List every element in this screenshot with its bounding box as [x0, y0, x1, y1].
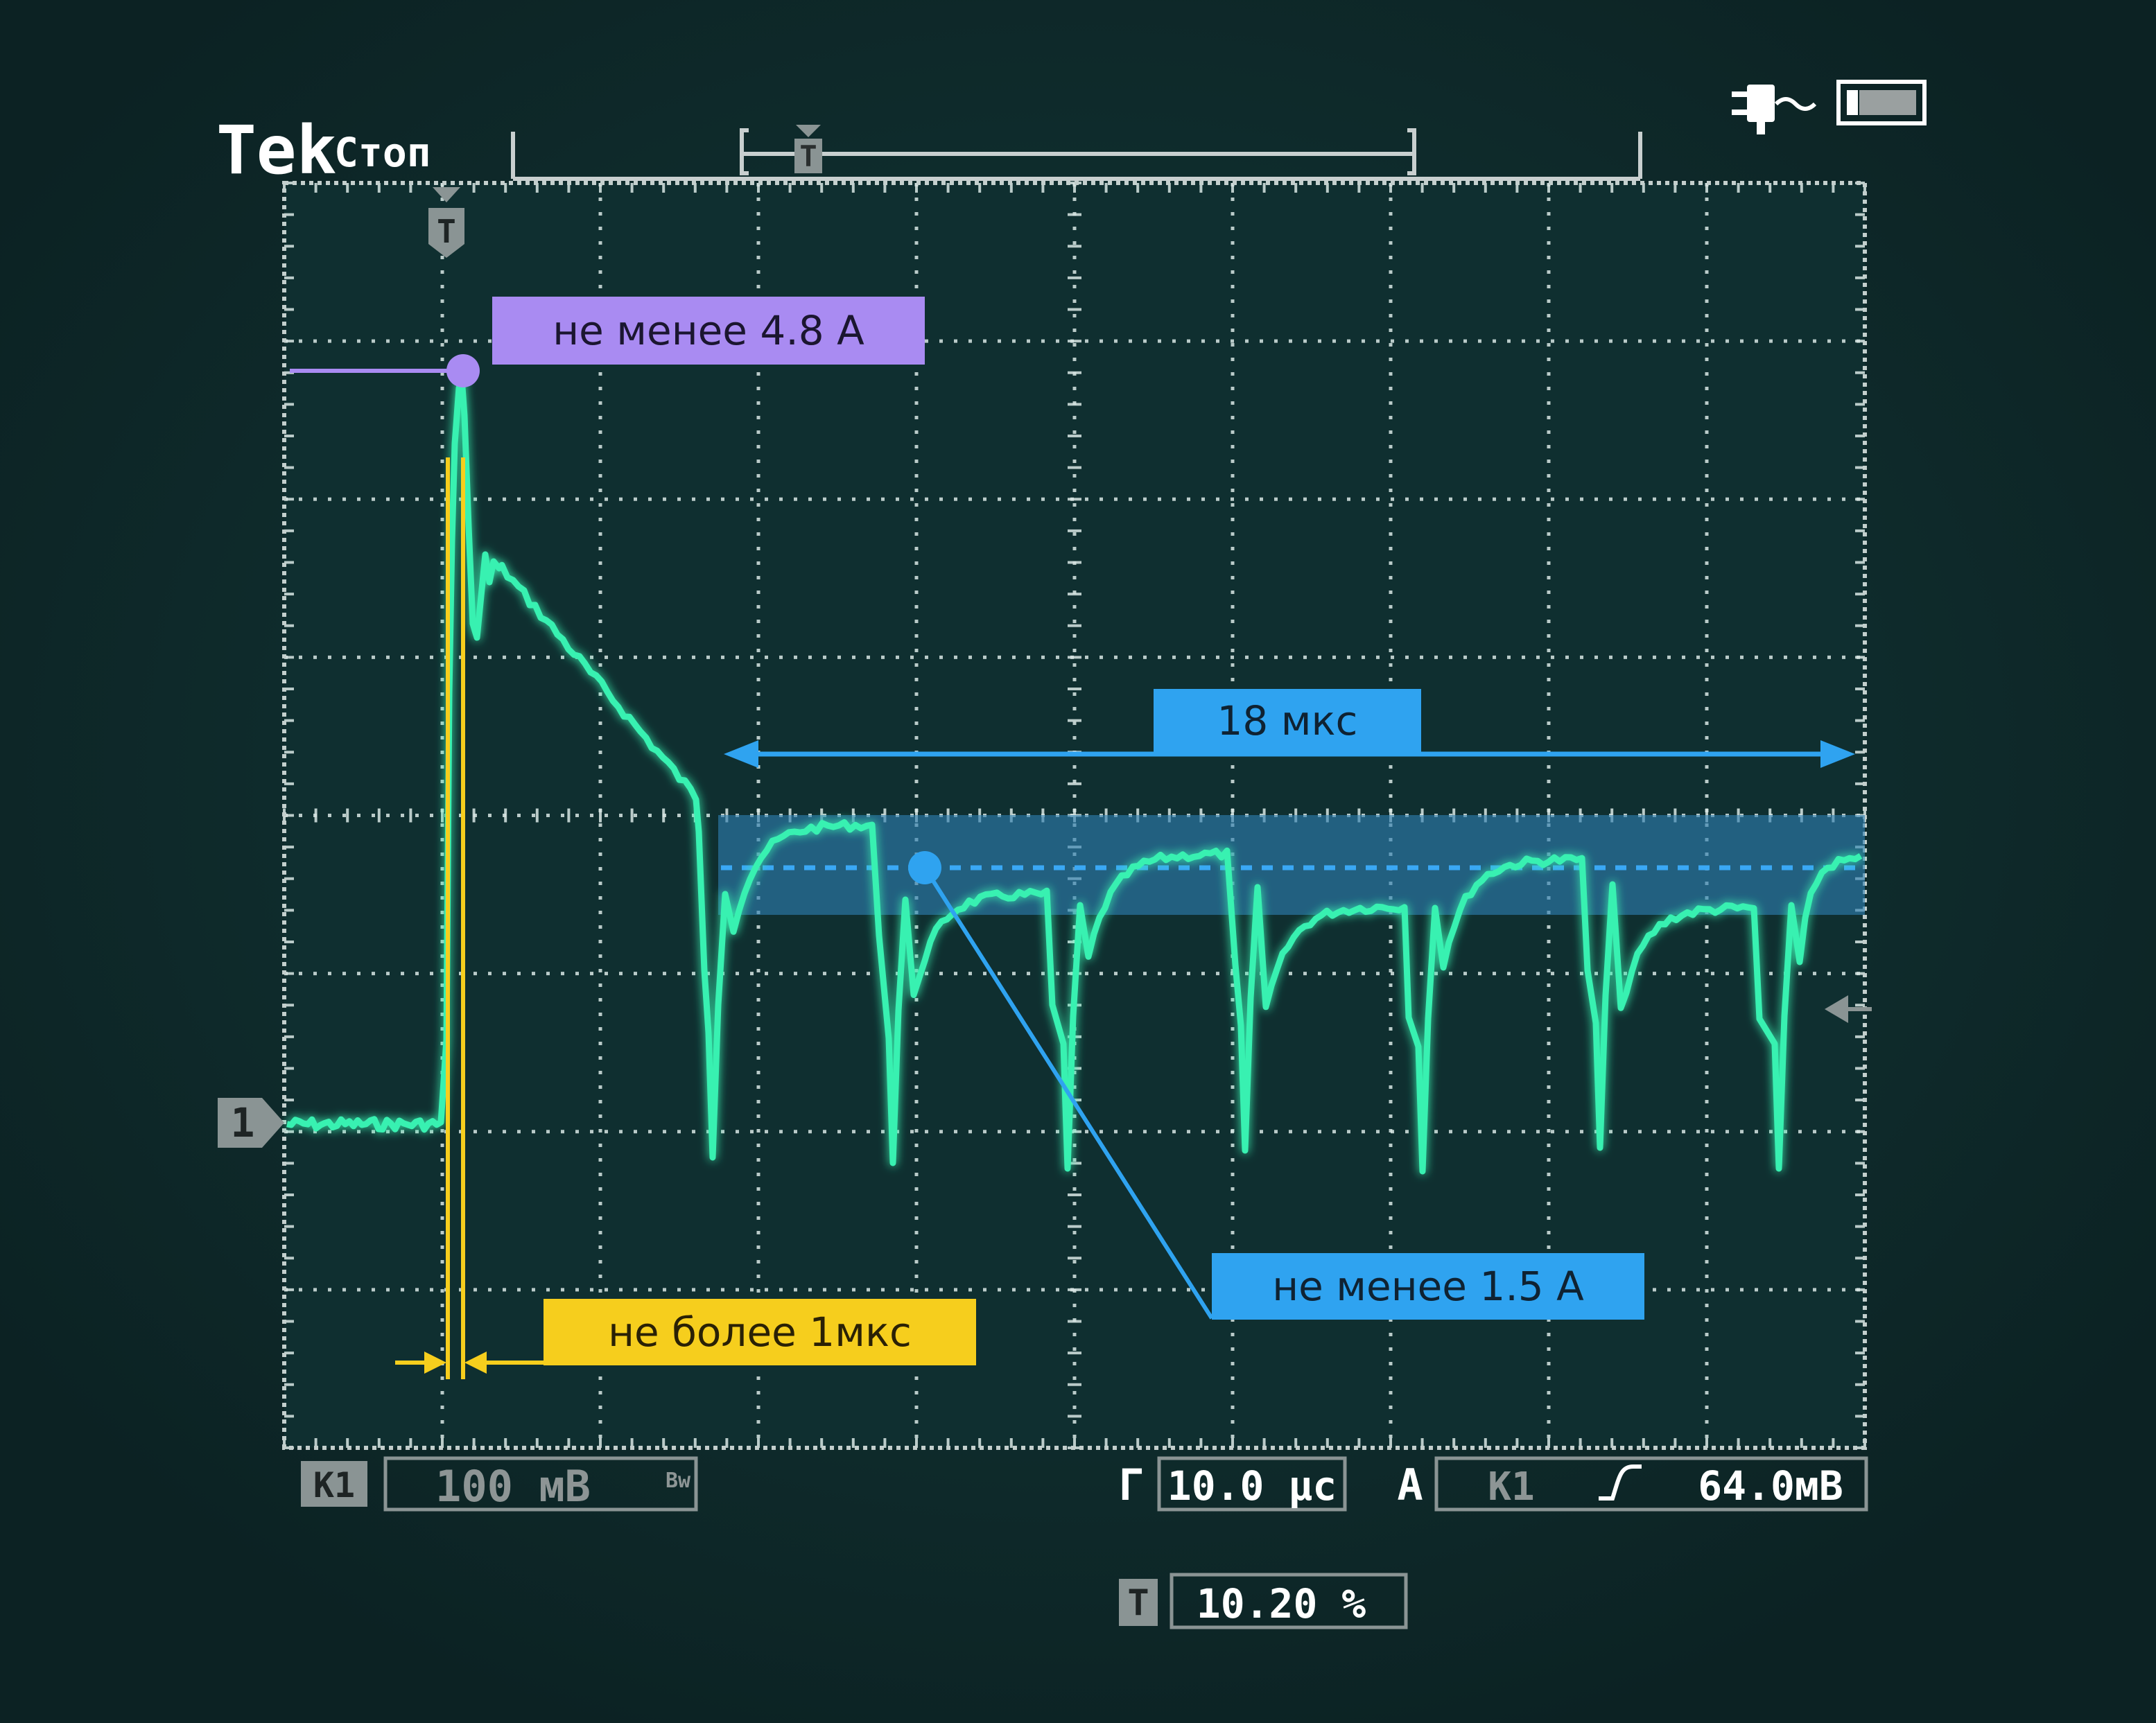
- trigger-level-arrow-icon[interactable]: [1825, 995, 1872, 1023]
- rise-time-annotation: не более 1мкс: [395, 457, 976, 1379]
- steady-current-label: не менее 1.5 A: [1272, 1263, 1584, 1310]
- channel-1-settings[interactable]: К1 100 мВ Bw: [301, 1456, 698, 1512]
- timebase-settings[interactable]: Г 10.0 μс: [1118, 1456, 1347, 1512]
- duration-label: 18 мкс: [1217, 697, 1358, 744]
- trigger-source: К1: [1488, 1464, 1534, 1510]
- bandwidth-limit-indicator: Bw: [666, 1469, 691, 1493]
- trigger-settings[interactable]: А К1 64.0мВ: [1397, 1456, 1868, 1512]
- battery-icon: [1836, 80, 1927, 125]
- channel-label: К1: [313, 1465, 355, 1505]
- duration-annotation: 18 мкс: [724, 689, 1855, 768]
- peak-current-label: не менее 4.8 A: [553, 307, 864, 354]
- record-trigger-marker: T: [794, 125, 822, 173]
- timebase-value: 10.0 μс: [1167, 1462, 1337, 1510]
- svg-text:1: 1: [231, 1099, 255, 1146]
- status-label: Стоп: [334, 129, 431, 176]
- svg-text:T: T: [799, 139, 817, 173]
- vertical-scale-value: 100 мВ: [435, 1461, 591, 1512]
- brand-label: Tek: [216, 112, 336, 189]
- svg-text:T: T: [437, 213, 456, 250]
- trigger-position-settings[interactable]: T 10.20 %: [1119, 1573, 1408, 1629]
- steady-current-annotation: не менее 1.5 A: [908, 851, 1644, 1320]
- record-window-indicator: [511, 128, 1642, 181]
- channel-1-ground-marker-icon[interactable]: 1: [218, 1098, 284, 1148]
- rise-time-label: не более 1мкс: [608, 1309, 912, 1356]
- steady-current-band: [718, 815, 1865, 915]
- rising-edge-icon: [1599, 1464, 1642, 1501]
- trigger-position-marker-icon[interactable]: T: [428, 187, 464, 258]
- ac-power-plug-icon: [1732, 85, 1817, 134]
- trigger-position-value: 10.20 %: [1197, 1580, 1366, 1627]
- waveform-trace-ch1: [286, 374, 1863, 1175]
- trigger-label: А: [1397, 1460, 1423, 1510]
- trigger-level-value: 64.0мВ: [1698, 1462, 1843, 1510]
- trigger-position-label: T: [1127, 1582, 1149, 1624]
- peak-current-annotation: не менее 4.8 A: [290, 297, 925, 387]
- timebase-label: Г: [1118, 1460, 1144, 1510]
